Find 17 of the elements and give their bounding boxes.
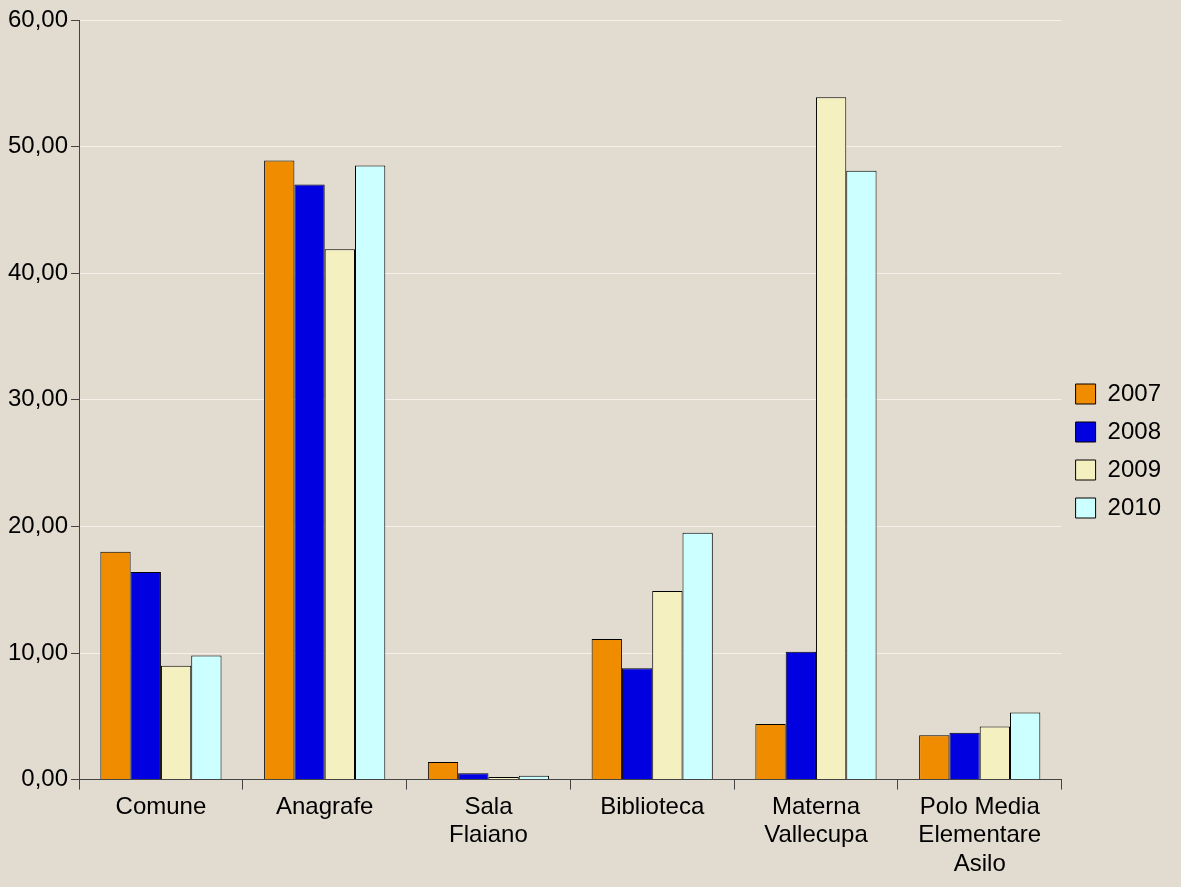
y-tick-label: 30,00 <box>8 384 69 412</box>
y-tick-label: 50,00 <box>8 131 69 159</box>
x-tick-label: Comune <box>115 791 207 819</box>
y-tick-label: 0,00 <box>21 764 69 792</box>
legend-label: 2010 <box>1107 492 1161 520</box>
legend-label: 2007 <box>1107 378 1161 406</box>
y-tick-label: 60,00 <box>8 4 69 32</box>
legend-label: 2008 <box>1107 416 1161 444</box>
x-tick-label: Biblioteca <box>600 791 705 819</box>
legend-label: 2009 <box>1107 454 1161 482</box>
y-tick-label: 20,00 <box>8 511 69 539</box>
x-tick-label: Materna Vallecupa <box>764 791 869 848</box>
y-tick-label: 10,00 <box>8 637 69 665</box>
y-tick-label: 40,00 <box>8 257 69 285</box>
x-tick-label: Polo Media Elementare Asilo <box>918 791 1042 877</box>
x-tick-label: Anagrafe <box>275 791 374 819</box>
x-tick-label: Sala Flaiano <box>449 791 528 848</box>
